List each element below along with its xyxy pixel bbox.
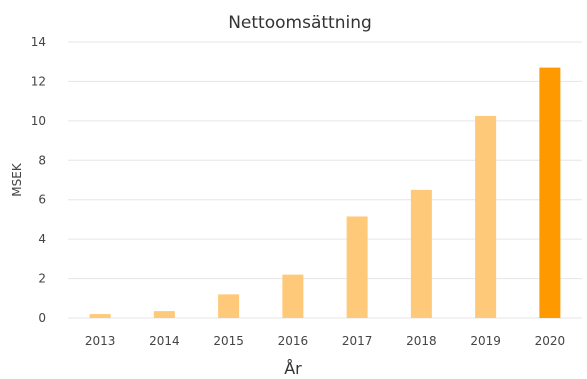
bar-2020 (539, 67, 561, 318)
x-tick-label: 2016 (278, 334, 309, 348)
x-tick-label: 2013 (85, 334, 116, 348)
gridlines (68, 41, 582, 319)
y-axis-label: MSEK (10, 162, 24, 197)
x-tick-label: 2019 (470, 334, 501, 348)
y-tick-label: 10 (31, 114, 46, 128)
bar-2017 (346, 216, 368, 318)
bar-2015 (218, 294, 240, 318)
x-axis-ticks: 2013 2014 2015 2016 2017 2018 2019 2020 (85, 334, 565, 348)
x-tick-label: 2018 (406, 334, 437, 348)
x-tick-label: 2014 (149, 334, 180, 348)
bar-2013 (89, 314, 111, 318)
chart-title: Nettoomsättning (228, 13, 372, 33)
bar-2014 (153, 311, 175, 318)
x-tick-label: 2020 (535, 334, 566, 348)
x-tick-label: 2017 (342, 334, 373, 348)
bar-2019 (475, 115, 497, 318)
y-tick-label: 6 (38, 193, 46, 207)
x-tick-label: 2015 (213, 334, 244, 348)
y-tick-label: 14 (31, 35, 46, 49)
bar-2018 (410, 189, 432, 318)
x-axis-label: År (284, 359, 302, 378)
y-axis-ticks: 0 2 4 6 8 10 12 14 (31, 35, 46, 325)
y-tick-label: 8 (38, 153, 46, 167)
y-tick-label: 0 (38, 311, 46, 325)
bars (89, 67, 561, 318)
y-tick-label: 4 (38, 232, 46, 246)
bar-2016 (282, 274, 304, 318)
y-tick-label: 2 (38, 272, 46, 286)
y-tick-label: 12 (31, 74, 46, 88)
